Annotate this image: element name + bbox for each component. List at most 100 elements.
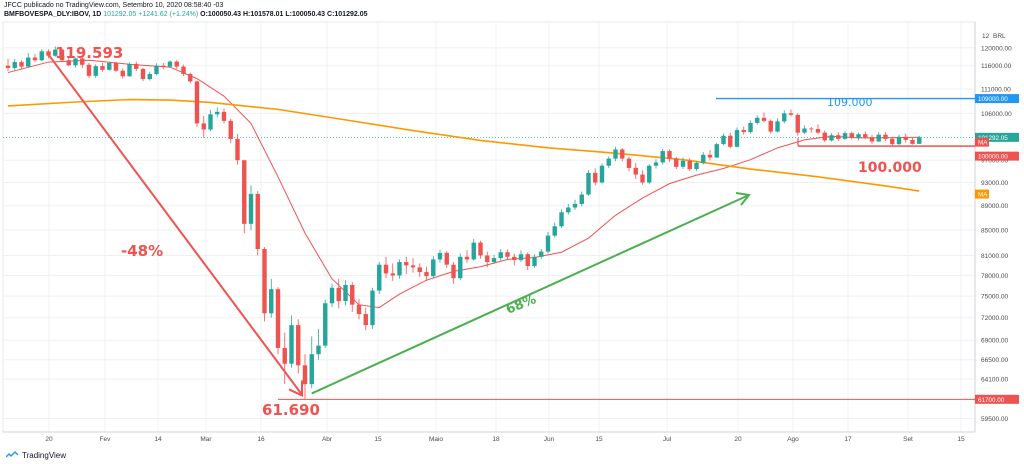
candle[interactable] <box>755 115 760 125</box>
candle[interactable] <box>579 191 584 207</box>
candle[interactable] <box>478 240 483 259</box>
candle[interactable] <box>876 132 881 143</box>
candle[interactable] <box>451 262 456 284</box>
candle[interactable] <box>390 263 395 281</box>
candle[interactable] <box>782 110 787 124</box>
candle[interactable] <box>869 134 875 144</box>
candle[interactable] <box>289 315 294 368</box>
candle[interactable] <box>296 319 301 374</box>
candle[interactable] <box>532 254 537 269</box>
candle[interactable] <box>53 46 58 57</box>
candle[interactable] <box>329 283 335 307</box>
candle[interactable] <box>269 278 274 318</box>
candle[interactable] <box>134 61 139 72</box>
candle[interactable] <box>593 168 598 186</box>
candle[interactable] <box>842 131 848 140</box>
candle[interactable] <box>444 250 449 269</box>
candle[interactable] <box>721 133 726 146</box>
candle[interactable] <box>309 336 314 389</box>
candle[interactable] <box>350 282 355 312</box>
candle[interactable] <box>255 191 260 256</box>
candle[interactable] <box>404 256 409 275</box>
candle[interactable] <box>147 71 152 81</box>
candle[interactable] <box>66 56 71 67</box>
candle[interactable] <box>73 57 78 68</box>
candle[interactable] <box>890 136 895 146</box>
candle[interactable] <box>262 247 267 322</box>
candle[interactable] <box>572 199 578 210</box>
tag-100000[interactable]: 100000.00 <box>975 151 1019 161</box>
candle[interactable] <box>748 120 753 134</box>
candle[interactable] <box>741 126 746 135</box>
candle[interactable] <box>552 222 557 238</box>
candle[interactable] <box>714 142 719 159</box>
candle[interactable] <box>5 58 11 72</box>
candle[interactable] <box>356 298 362 320</box>
candle[interactable] <box>775 118 780 133</box>
candle[interactable] <box>370 287 375 329</box>
tag-last-price[interactable]: 101292.05 <box>975 132 1019 142</box>
candle[interactable] <box>221 108 227 124</box>
candle[interactable] <box>215 107 220 118</box>
candle[interactable] <box>701 152 706 165</box>
candle[interactable] <box>680 157 686 170</box>
candle[interactable] <box>815 124 821 135</box>
candle[interactable] <box>566 203 571 215</box>
candle[interactable] <box>120 68 125 79</box>
candle[interactable] <box>32 53 38 63</box>
candle[interactable] <box>208 109 213 132</box>
tag-109000[interactable]: 109000.00 <box>975 94 1019 104</box>
candle[interactable] <box>539 249 544 259</box>
candle[interactable] <box>167 60 173 68</box>
candle[interactable] <box>86 62 92 79</box>
candle[interactable] <box>599 163 605 184</box>
candle[interactable] <box>431 256 436 279</box>
candle[interactable] <box>471 238 476 261</box>
candle[interactable] <box>896 134 902 146</box>
candle[interactable] <box>19 60 24 70</box>
candle[interactable] <box>485 251 490 268</box>
candle[interactable] <box>491 254 497 265</box>
candle[interactable] <box>181 64 186 76</box>
candle[interactable] <box>620 147 625 162</box>
candle[interactable] <box>161 62 166 70</box>
candle[interactable] <box>302 354 308 400</box>
candle[interactable] <box>194 80 200 127</box>
candle[interactable] <box>39 49 44 62</box>
candle[interactable] <box>802 125 807 135</box>
candle[interactable] <box>849 131 854 140</box>
candle[interactable] <box>282 332 287 385</box>
down-arrow-line[interactable] <box>48 54 302 395</box>
candle[interactable] <box>336 278 341 309</box>
candle[interactable] <box>518 250 524 263</box>
candle[interactable] <box>707 149 713 161</box>
candle[interactable] <box>917 135 922 144</box>
up-arrow-line[interactable] <box>311 194 750 395</box>
candle[interactable] <box>545 231 551 254</box>
candle[interactable] <box>633 162 638 180</box>
candle[interactable] <box>883 132 888 141</box>
candle[interactable] <box>154 63 159 76</box>
candle[interactable] <box>417 263 422 277</box>
candle[interactable] <box>242 160 247 234</box>
candle[interactable] <box>640 170 645 185</box>
candle[interactable] <box>525 252 530 271</box>
candle[interactable] <box>836 132 841 141</box>
candle[interactable] <box>809 126 814 133</box>
candle[interactable] <box>140 67 146 81</box>
candle[interactable] <box>26 53 31 68</box>
candle[interactable] <box>856 132 861 141</box>
candle[interactable] <box>113 61 119 73</box>
candle[interactable] <box>397 259 402 279</box>
candle[interactable] <box>127 62 132 77</box>
candle[interactable] <box>437 249 443 263</box>
candle[interactable] <box>512 253 517 266</box>
candle[interactable] <box>674 156 679 170</box>
candle[interactable] <box>458 253 463 281</box>
candle[interactable] <box>410 258 416 273</box>
candle[interactable] <box>343 280 348 306</box>
symbol-name[interactable]: BMFBOVESPA_DLY:IBOV, 1D <box>4 11 102 18</box>
ma-long-line[interactable] <box>7 98 920 192</box>
candle[interactable] <box>694 161 699 171</box>
